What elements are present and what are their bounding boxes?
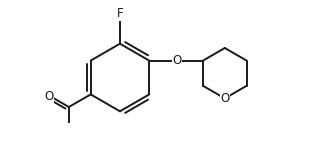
Text: F: F bbox=[117, 7, 123, 20]
Text: O: O bbox=[220, 92, 229, 105]
Text: O: O bbox=[172, 54, 182, 67]
Text: O: O bbox=[44, 90, 53, 103]
